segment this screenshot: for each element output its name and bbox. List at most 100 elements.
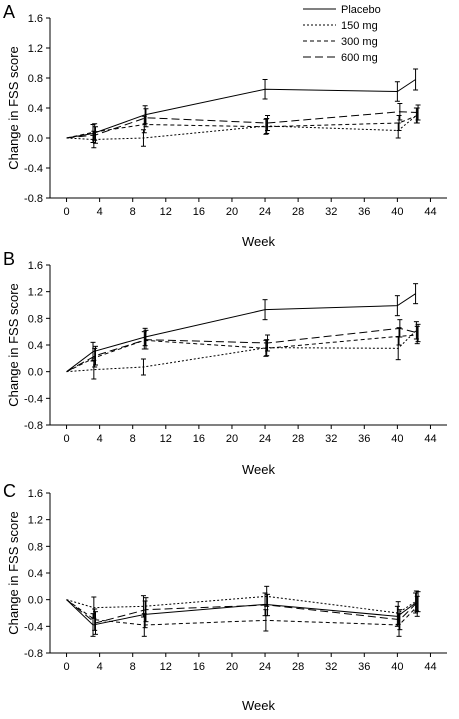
error-bar: [265, 334, 271, 352]
error-bar: [262, 299, 268, 321]
series-line: [66, 115, 418, 139]
error-bar: [397, 103, 403, 121]
error-bar: [265, 593, 271, 617]
x-axis-label: Week: [242, 234, 275, 249]
x-tick-label: 8: [130, 433, 136, 445]
legend-entry: Placebo: [341, 4, 381, 16]
x-tick-label: 32: [325, 433, 337, 445]
series-150-mg: [66, 585, 419, 625]
legend-entry: 600 mg: [341, 52, 378, 64]
x-tick-label: 28: [292, 433, 304, 445]
error-bar: [397, 609, 403, 631]
x-tick-label: 24: [259, 661, 271, 673]
error-bar: [264, 118, 270, 134]
legend-entry: 300 mg: [341, 36, 378, 48]
error-bar: [414, 325, 420, 345]
x-tick-label: 24: [259, 433, 271, 445]
series-300-mg: [66, 595, 420, 637]
x-tick-label: 4: [97, 433, 103, 445]
error-bar: [415, 323, 421, 343]
series-line: [66, 599, 416, 626]
y-tick-label: 0.4: [28, 568, 43, 580]
legend: Placebo 150 mg 300 mg 600 mg: [303, 4, 381, 64]
error-bar: [265, 115, 271, 131]
x-tick-label: 40: [391, 206, 403, 218]
series-line: [66, 327, 419, 373]
x-tick-label: 12: [160, 433, 172, 445]
error-bar: [396, 613, 402, 637]
y-axis-label: Change in FSS score: [6, 46, 21, 170]
series-150-mg: [66, 321, 419, 380]
x-tick-label: 20: [226, 433, 238, 445]
legend-entry: 150 mg: [341, 20, 378, 32]
x-tick-label: 8: [130, 661, 136, 673]
x-tick-label: 40: [391, 661, 403, 673]
error-bar: [414, 595, 420, 617]
y-tick-label: 1.6: [28, 488, 43, 500]
x-axis-label: Week: [242, 698, 275, 713]
series-600-mg: [66, 591, 421, 635]
x-tick-label: 36: [358, 206, 370, 218]
series-line: [66, 334, 418, 373]
error-bar: [414, 107, 420, 124]
series-600-mg: [66, 319, 421, 373]
y-tick-label: 1.6: [28, 13, 43, 25]
error-bar: [397, 319, 403, 338]
y-tick-label: -0.4: [24, 393, 43, 405]
series-line: [66, 595, 417, 614]
error-bar: [264, 339, 270, 357]
x-tick-label: 0: [63, 433, 69, 445]
panel-a: -0.8 -0.4 0.0 0.4 0.8 1.2 1.6 0 4 8 12 16 20 24 28 32 36…: [3, 2, 447, 249]
error-bar: [140, 129, 146, 147]
x-tick-label: 28: [292, 206, 304, 218]
x-tick-label: 28: [292, 661, 304, 673]
x-tick-label: 44: [424, 661, 436, 673]
x-tick-label: 36: [358, 433, 370, 445]
error-bar: [413, 68, 419, 91]
y-tick-label: 0.4: [28, 340, 43, 352]
error-bar: [143, 108, 149, 128]
x-tick-label: 0: [63, 206, 69, 218]
y-tick-label: -0.8: [24, 193, 43, 205]
series-line: [66, 329, 417, 373]
x-tick-label: 16: [193, 433, 205, 445]
x-tick-label: 32: [325, 661, 337, 673]
y-tick-label: 0.8: [28, 313, 43, 325]
x-tick-label: 24: [259, 206, 271, 218]
error-bar: [143, 329, 149, 350]
error-bar: [396, 327, 402, 346]
y-tick-label: 0.0: [28, 133, 43, 145]
series-line: [66, 599, 419, 624]
y-tick-label: 0.8: [28, 73, 43, 85]
y-tick-label: 0.0: [28, 595, 43, 607]
error-bar: [92, 608, 98, 631]
x-tick-label: 36: [358, 661, 370, 673]
error-bar: [413, 283, 419, 305]
x-tick-label: 16: [193, 661, 205, 673]
x-tick-label: 4: [97, 206, 103, 218]
error-bar: [415, 104, 421, 121]
y-tick-label: 1.2: [28, 43, 43, 55]
y-tick-label: 0.8: [28, 541, 43, 553]
panel-label: B: [3, 249, 15, 269]
y-tick-label: -0.4: [24, 163, 43, 175]
x-tick-label: 0: [63, 661, 69, 673]
x-tick-label: 20: [226, 661, 238, 673]
panel-c: -0.8 -0.4 0.0 0.4 0.8 1.2 1.6 0 4 8 12 16 20 24 28 32 36…: [3, 481, 447, 713]
error-bar: [92, 126, 98, 144]
panel-label: A: [3, 2, 15, 22]
error-bar: [92, 611, 98, 635]
x-tick-label: 8: [130, 206, 136, 218]
x-tick-label: 16: [193, 206, 205, 218]
y-axis-label: Change in FSS score: [6, 283, 21, 407]
series-300-mg: [66, 107, 420, 141]
y-tick-label: -0.8: [24, 648, 43, 660]
y-tick-label: 1.2: [28, 287, 43, 299]
series-placebo: [66, 68, 419, 143]
error-bar: [396, 115, 402, 131]
x-tick-label: 4: [97, 661, 103, 673]
series-line: [66, 115, 417, 141]
y-tick-label: -0.8: [24, 420, 43, 432]
series-line: [66, 599, 418, 626]
error-bar: [395, 336, 401, 361]
